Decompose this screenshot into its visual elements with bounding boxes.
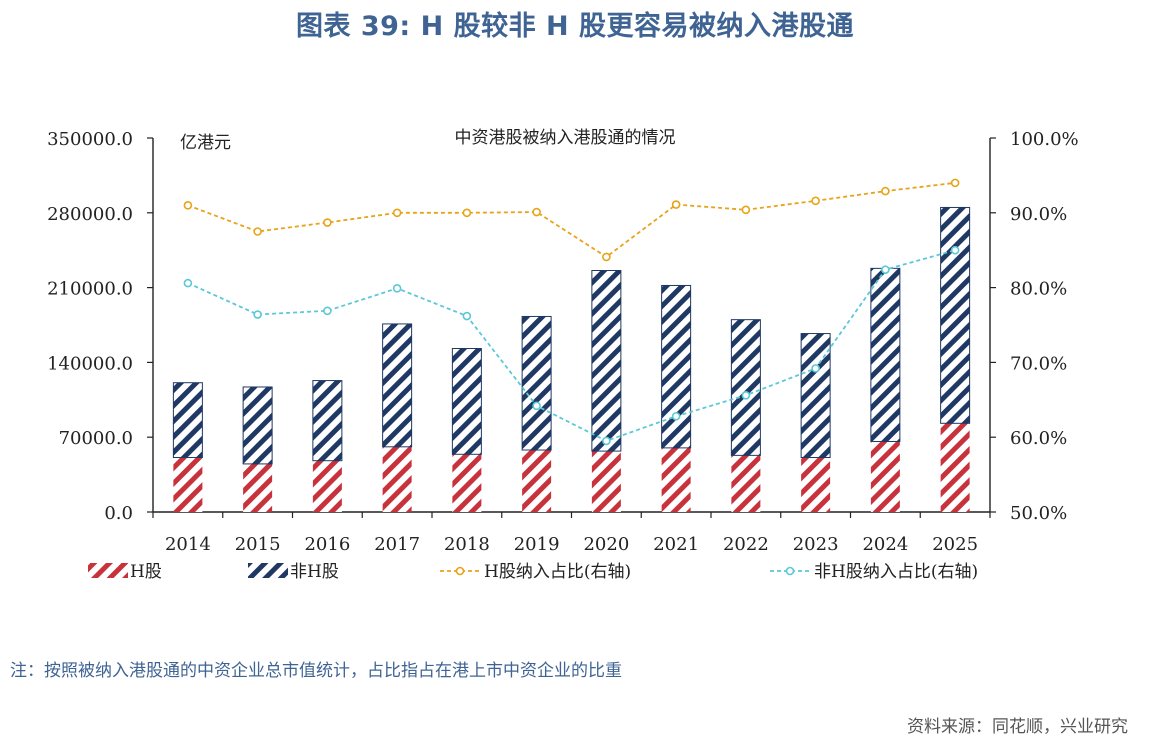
non-h-ratio-point	[183, 278, 193, 288]
h-ratio-point	[881, 186, 890, 196]
non-h-ratio-point	[950, 245, 960, 255]
bar-non-h-share	[870, 267, 901, 442]
h-ratio-point	[950, 178, 960, 188]
bar-non-h-share	[661, 284, 692, 449]
bar-h-share	[940, 423, 970, 512]
h-ratio-point	[811, 196, 820, 206]
h-ratio-point	[741, 205, 751, 215]
right-tick-label: 80.0%	[1010, 279, 1067, 300]
left-tick-label: 70000.0	[59, 428, 133, 449]
x-tick-label: 2021	[653, 534, 699, 555]
bar-non-h-share	[172, 382, 203, 459]
bar-h-share	[870, 441, 900, 512]
source-credit: 资料来源：同花顺，兴业研究	[907, 717, 1128, 737]
x-tick-label: 2022	[723, 534, 769, 555]
non-h-ratio-point	[741, 391, 751, 400]
non-h-ratio-point	[532, 401, 541, 411]
legend-non-h-ratio-swatch-marker	[785, 566, 795, 576]
bar-h-share	[661, 447, 691, 512]
bar-h-share	[382, 446, 412, 512]
h-ratio-point	[183, 201, 193, 210]
right-tick-label: 50.0%	[1010, 503, 1067, 524]
non-h-ratio-line	[187, 249, 956, 442]
h-ratio-line	[187, 181, 956, 259]
bar-h-share	[731, 455, 761, 512]
x-tick-label: 2018	[444, 534, 490, 555]
x-tick-label: 2023	[793, 534, 839, 555]
x-tick-label: 2020	[583, 534, 629, 555]
legend-non-h-ratio-label: 非H股纳入占比(右轴)	[814, 562, 978, 582]
bar-h-share	[452, 454, 482, 512]
x-tick-label: 2015	[235, 534, 281, 555]
bar-non-h-share	[521, 315, 552, 451]
bar-h-share	[173, 457, 203, 512]
bar-non-h-share	[242, 386, 273, 465]
chart-inner-title: 中资港股被纳入港股通的情况	[455, 128, 676, 148]
legend: H股 非H股 H股纳入占比(右轴) 非H股纳入占比(右轴)	[88, 562, 978, 582]
bar-h-share	[522, 450, 552, 512]
line-series	[183, 178, 960, 446]
legend-h-share-swatch	[88, 563, 128, 578]
legend-non-h-share-label: 非H股	[290, 562, 339, 582]
legend-h-ratio-swatch-marker	[455, 566, 465, 576]
bar-non-h-share	[591, 270, 622, 452]
left-tick-label: 280000.0	[47, 204, 133, 225]
non-h-ratio-point	[462, 311, 472, 321]
unit-label: 亿港元	[180, 133, 231, 153]
bar-non-h-share	[730, 319, 761, 456]
h-ratio-point	[462, 208, 472, 218]
bar-non-h-share	[451, 348, 482, 455]
bars	[172, 206, 971, 512]
right-tick-label: 100.0%	[1010, 129, 1079, 150]
bar-non-h-share	[312, 380, 343, 462]
right-tick-label: 70.0%	[1010, 353, 1067, 374]
h-ratio-point	[323, 218, 332, 227]
non-h-ratio-point	[253, 310, 262, 319]
bar-non-h-share	[800, 333, 831, 459]
h-ratio-point	[532, 207, 541, 217]
x-tick-label: 2024	[862, 534, 908, 555]
left-tick-label: 350000.0	[47, 129, 133, 150]
bar-h-share	[591, 451, 621, 512]
bar-h-share	[801, 457, 831, 512]
bar-h-share	[243, 463, 273, 512]
legend-non-h-share-swatch	[248, 563, 288, 578]
bar-non-h-share	[382, 323, 413, 448]
legend-h-ratio-label: H股纳入占比(右轴)	[484, 562, 631, 582]
non-h-ratio-point	[602, 436, 611, 446]
chart: 0.0 70000.0 140000.0 210000.0 280000.0 350000…	[47, 128, 1079, 582]
x-tick-label: 2016	[304, 534, 350, 555]
h-ratio-point	[671, 200, 681, 209]
x-tick-label: 2017	[374, 534, 420, 555]
left-tick-label: 0.0	[104, 503, 133, 524]
left-tick-label: 210000.0	[47, 279, 133, 300]
non-h-ratio-point	[671, 411, 681, 421]
h-ratio-point	[602, 252, 611, 262]
x-tick-label: 2014	[165, 534, 211, 555]
h-ratio-point	[253, 227, 262, 236]
x-tick-label: 2025	[932, 534, 978, 555]
left-tick-label: 140000.0	[47, 353, 133, 374]
right-tick-label: 90.0%	[1010, 204, 1067, 225]
right-tick-label: 60.0%	[1010, 428, 1067, 449]
x-tick-label: 2019	[514, 534, 560, 555]
h-ratio-point	[392, 208, 402, 218]
non-h-ratio-point	[323, 306, 332, 316]
bar-non-h-share	[940, 206, 971, 424]
non-h-ratio-point	[392, 284, 402, 293]
footnote: 注：按照被纳入港股通的中资企业总市值统计，占比指占在港上市中资企业的比重	[10, 661, 622, 681]
page-title: 图表 39: H 股较非 H 股更容易被纳入港股通	[295, 11, 855, 42]
axes: 0.0 70000.0 140000.0 210000.0 280000.0 350000…	[47, 129, 1079, 555]
non-h-ratio-point	[811, 364, 820, 373]
bar-h-share	[312, 460, 342, 512]
non-h-ratio-point	[881, 265, 890, 274]
legend-h-share-label: H股	[130, 562, 162, 582]
